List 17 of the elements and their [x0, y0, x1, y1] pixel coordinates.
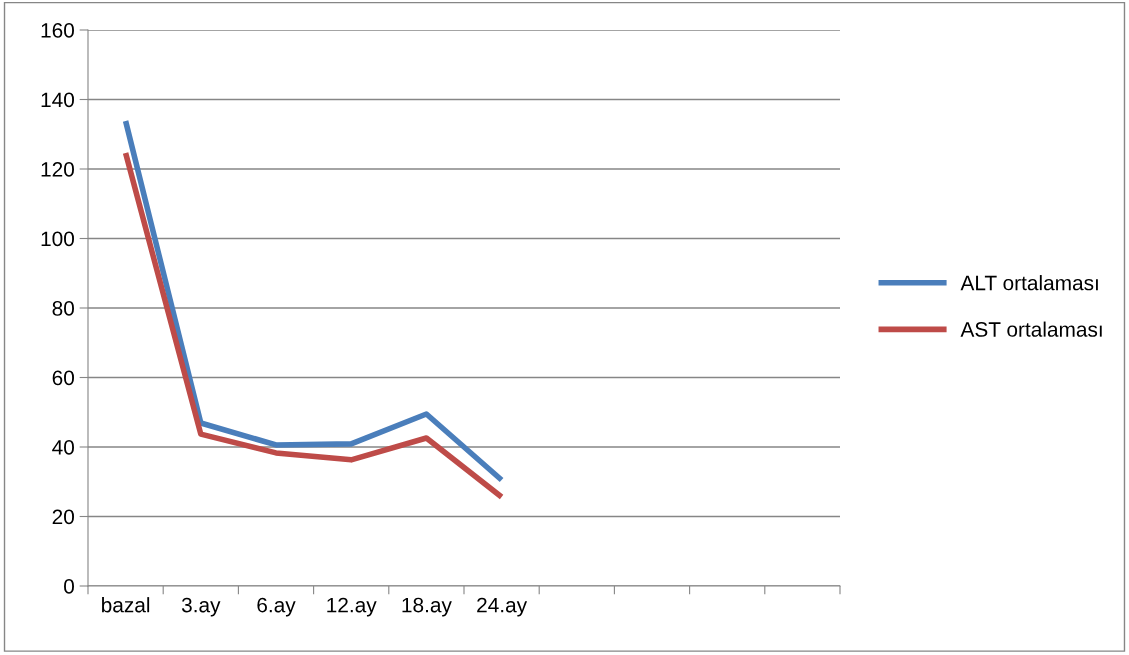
x-tick-label: 24.ay [477, 597, 528, 617]
x-tick-label: 18.ay [402, 597, 452, 617]
x-tick-label: bazal [102, 597, 150, 613]
x-tick-label: 3.ay [181, 597, 221, 617]
y-tick-label: 80 [52, 301, 74, 316]
y-tick-label: 20 [52, 509, 74, 525]
y-tick-label: 40 [52, 440, 74, 455]
y-tick-label: 60 [52, 370, 74, 386]
y-tick-label: 0 [64, 579, 74, 594]
legend-label: ALT ortalaması [960, 275, 1098, 291]
y-tick-label: 100 [41, 231, 74, 247]
y-tick-label: 160 [41, 23, 74, 38]
y-tick-label: 140 [41, 92, 74, 108]
x-tick-label: 6.ay [257, 597, 296, 617]
x-tick-label: 12.ay [327, 597, 377, 617]
y-tick-label: 120 [41, 162, 74, 177]
legend-label: AST ortalaması [960, 321, 1102, 337]
